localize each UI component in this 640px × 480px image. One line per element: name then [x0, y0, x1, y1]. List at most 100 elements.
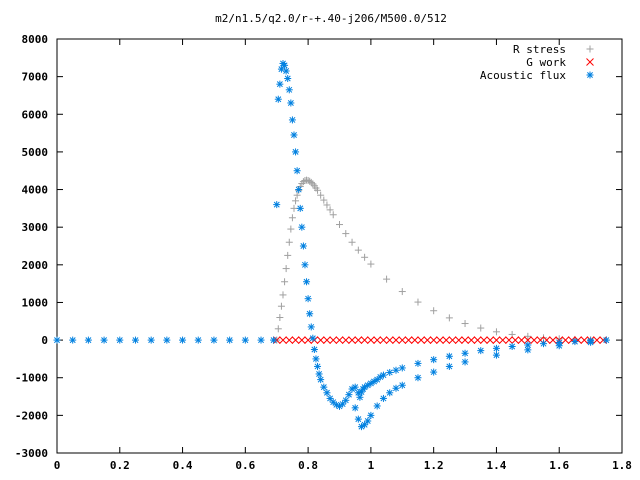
data-point — [314, 362, 322, 370]
data-point — [486, 336, 495, 344]
data-point — [461, 336, 469, 344]
data-point — [417, 336, 425, 344]
data-point — [392, 336, 400, 344]
data-point — [367, 411, 375, 419]
data-point — [436, 336, 444, 344]
data-point — [517, 336, 526, 344]
x-tick-label: 0.4 — [173, 459, 193, 472]
data-point — [241, 336, 249, 344]
data-point — [303, 278, 311, 286]
data-point — [296, 183, 304, 191]
data-point — [285, 238, 293, 246]
data-point — [348, 238, 356, 246]
data-point — [279, 336, 287, 344]
data-point — [379, 336, 388, 344]
x-tick-label: 1.8 — [612, 459, 632, 472]
data-point — [304, 295, 312, 303]
data-point — [398, 336, 407, 344]
data-point — [348, 336, 356, 344]
data-point — [329, 336, 338, 344]
x-tick-label: 1.2 — [424, 459, 444, 472]
plot-frame — [56, 38, 623, 454]
data-point — [304, 177, 312, 185]
data-point — [540, 334, 548, 342]
data-point — [392, 366, 400, 374]
data-point — [336, 221, 343, 229]
data-point — [561, 336, 570, 344]
data-point — [323, 389, 331, 397]
data-point — [296, 204, 304, 212]
data-point — [320, 383, 328, 391]
data-point — [555, 342, 563, 350]
data-point — [335, 336, 344, 344]
data-point — [317, 376, 325, 384]
data-point — [410, 336, 419, 344]
data-point — [315, 370, 323, 378]
data-point — [505, 336, 513, 344]
data-point — [492, 351, 500, 359]
data-point — [297, 336, 306, 344]
legend-label: G work — [526, 56, 566, 69]
y-tick-label: 1000 — [22, 296, 49, 309]
data-point — [279, 291, 287, 299]
data-point — [414, 298, 422, 306]
data-point — [549, 336, 557, 344]
data-point — [430, 368, 438, 376]
data-point — [379, 371, 387, 379]
data-point — [461, 358, 469, 366]
data-point — [293, 191, 301, 199]
data-point — [287, 225, 295, 233]
data-point — [257, 336, 265, 344]
data-point — [301, 261, 309, 269]
data-point — [354, 415, 362, 423]
series-r-stress — [273, 176, 610, 344]
data-point — [131, 336, 139, 344]
data-point — [323, 201, 331, 209]
data-point — [84, 336, 92, 344]
data-point — [299, 242, 307, 250]
data-point — [288, 214, 296, 222]
data-point — [386, 368, 394, 376]
data-point — [323, 336, 331, 344]
legend-marker — [586, 71, 594, 79]
x-tick-label: 0.2 — [110, 459, 130, 472]
data-point — [282, 265, 290, 273]
data-point — [320, 196, 328, 204]
data-point — [276, 314, 284, 322]
data-point — [293, 167, 301, 175]
data-point — [147, 336, 155, 344]
data-point — [454, 336, 463, 344]
data-point — [290, 131, 298, 139]
data-point — [342, 230, 350, 238]
data-point — [282, 67, 290, 75]
data-point — [508, 342, 516, 350]
data-point — [307, 178, 315, 186]
data-point — [288, 116, 296, 124]
axis-ticks: 0 0.2 0.4 0.6 0.8 1 1.2 1.4 1.6 1.8 -3000 -2000 -100… — [15, 33, 632, 472]
data-point — [274, 95, 282, 103]
data-point — [329, 211, 337, 219]
data-point — [430, 307, 438, 315]
data-point — [298, 180, 306, 188]
data-point — [477, 324, 485, 332]
data-point — [273, 201, 281, 209]
y-tick-label: 7000 — [22, 71, 49, 84]
data-point — [310, 346, 318, 353]
data-point — [540, 340, 548, 348]
data-point — [593, 336, 601, 344]
data-point — [404, 336, 413, 344]
y-tick-label: -2000 — [15, 409, 48, 422]
data-point — [524, 332, 532, 340]
x-tick-label: 1.6 — [549, 459, 569, 472]
data-point — [373, 336, 382, 344]
data-point — [498, 336, 507, 344]
data-point — [281, 61, 289, 69]
data-point — [423, 336, 432, 344]
data-point — [284, 75, 292, 83]
data-point — [587, 338, 595, 346]
legend-label: Acoustic flux — [480, 69, 566, 82]
data-point — [398, 381, 406, 389]
data-point — [361, 253, 369, 261]
data-point — [290, 204, 298, 212]
data-point — [580, 336, 589, 344]
